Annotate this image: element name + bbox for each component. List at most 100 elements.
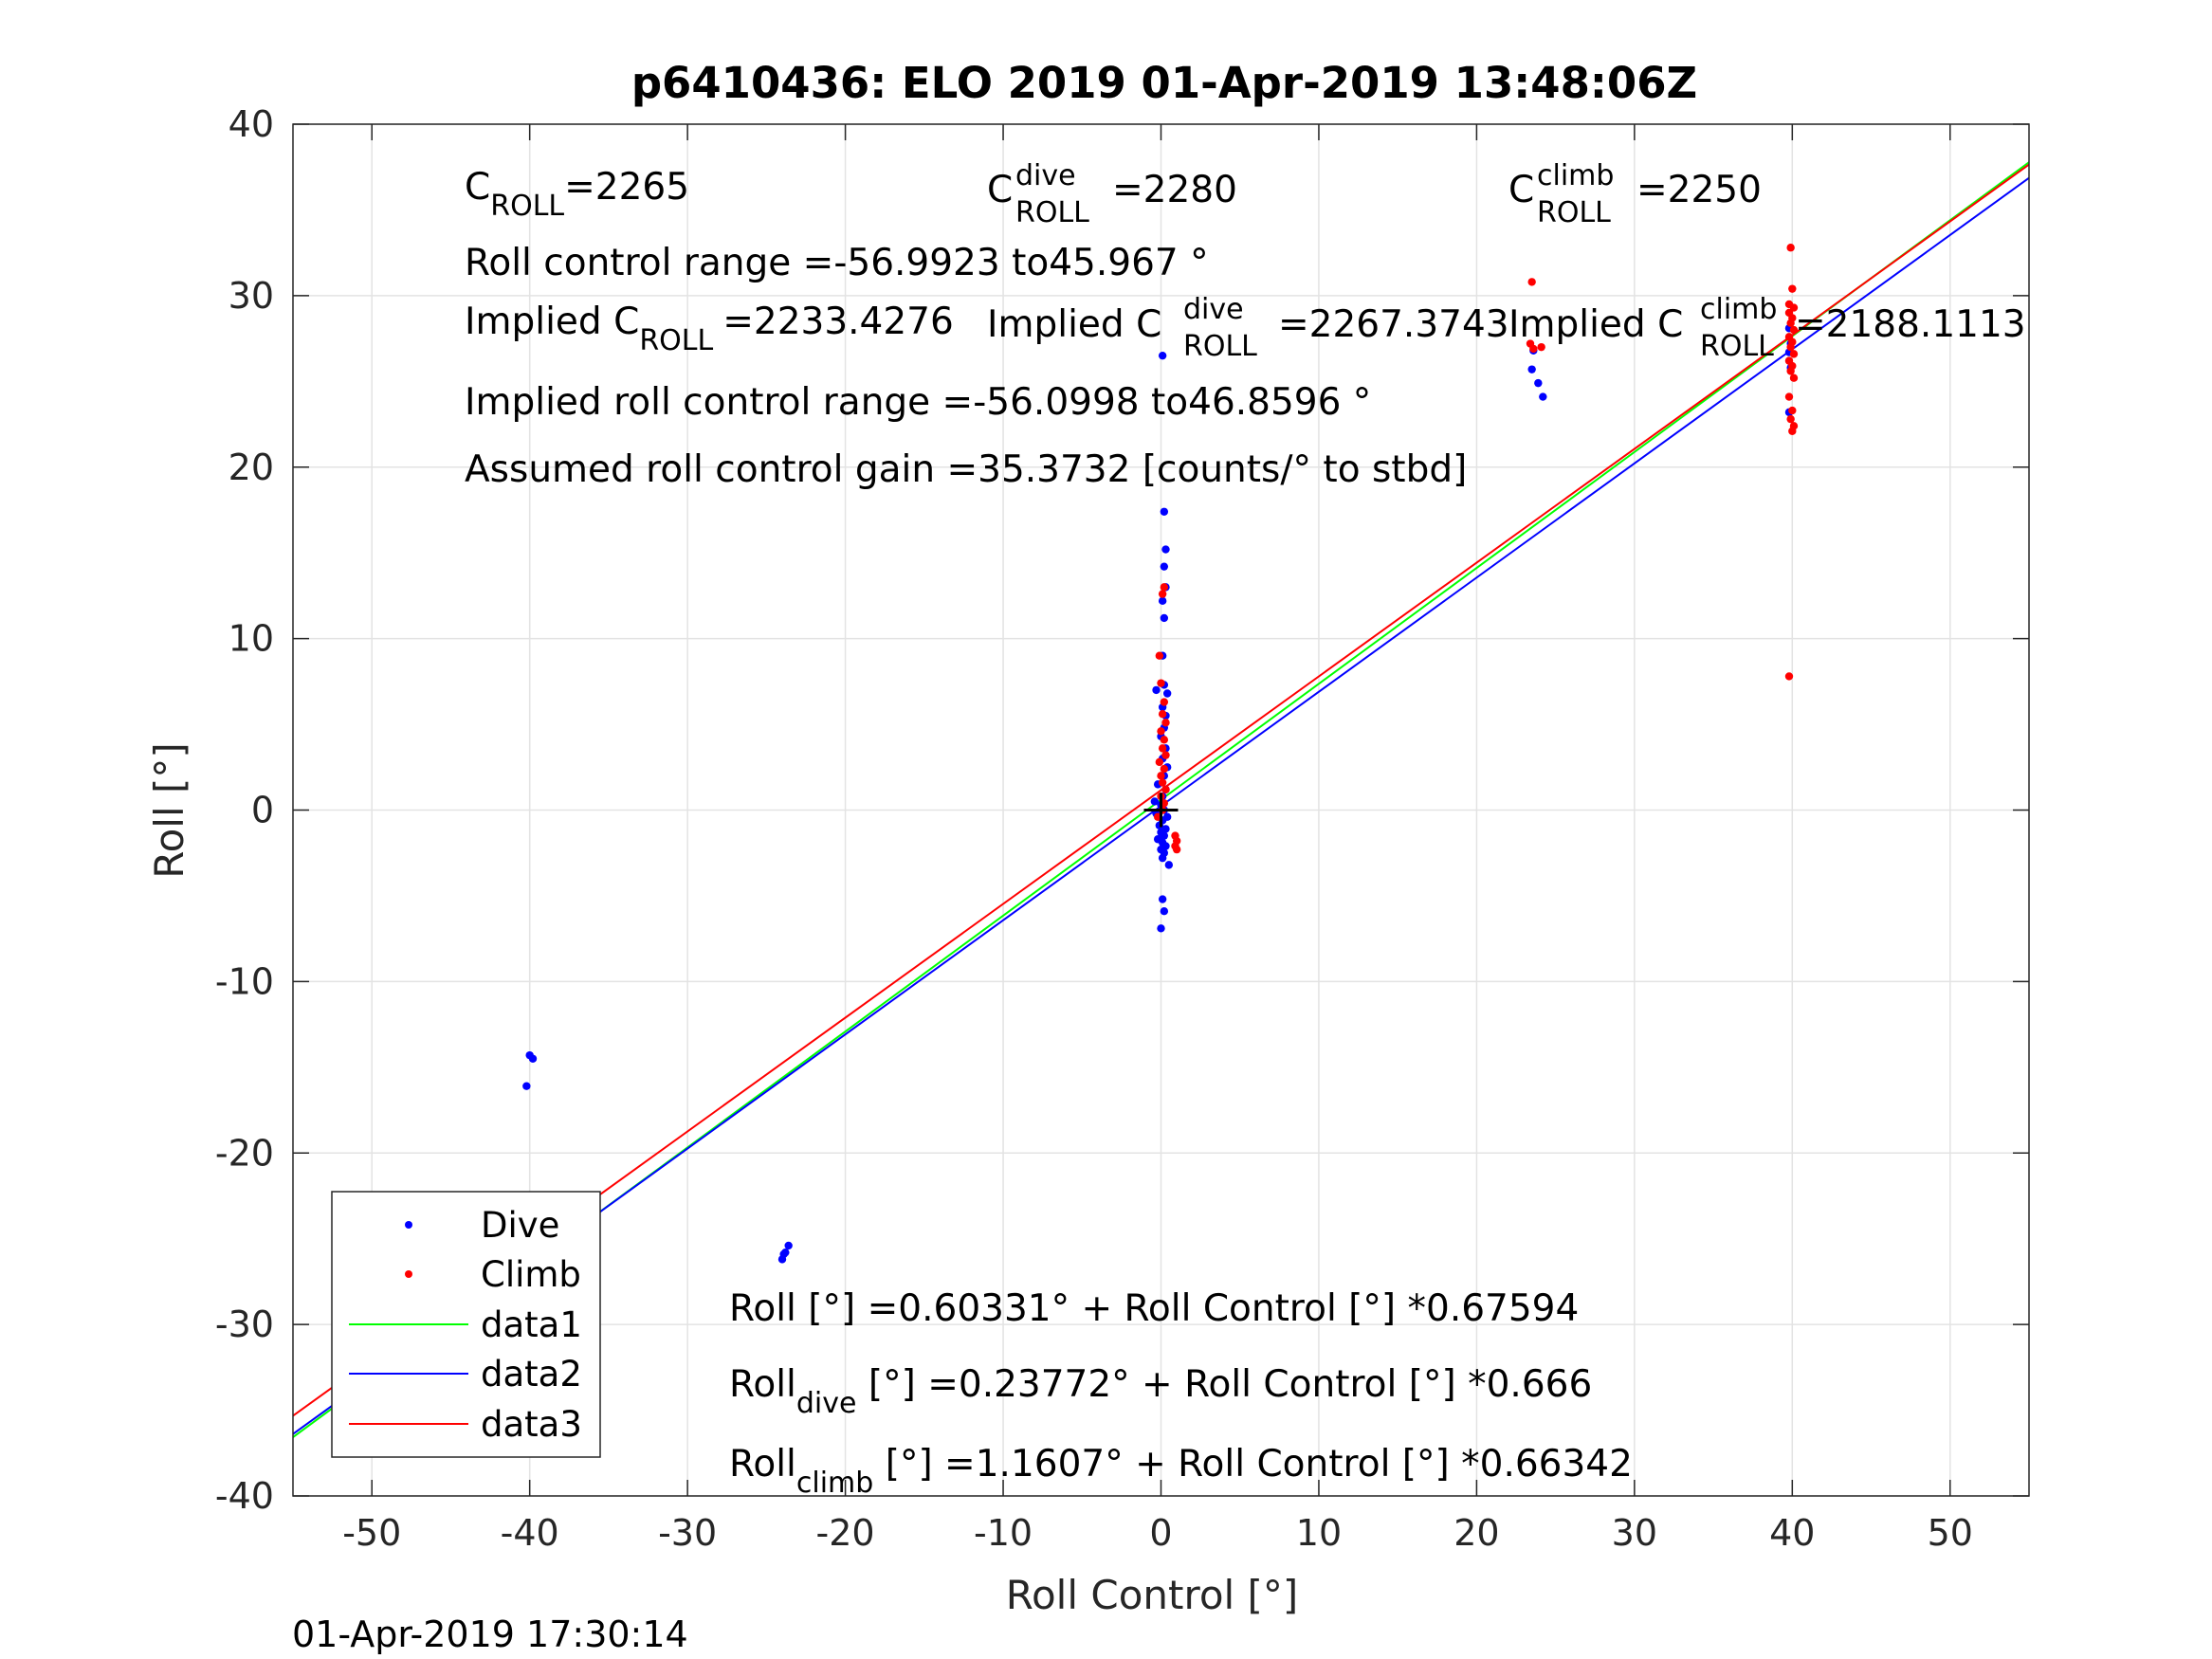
point-climb — [1784, 672, 1794, 681]
point-climb — [1157, 679, 1165, 687]
point-climb — [1158, 744, 1167, 753]
point-dive — [522, 1082, 531, 1090]
legend-label-data1: data1 — [481, 1304, 582, 1345]
svg-text:=2280: =2280 — [1112, 169, 1237, 211]
point-climb — [1786, 414, 1795, 424]
c-roll-annotation: CROLL=2265 — [465, 166, 689, 223]
point-climb — [1786, 367, 1795, 375]
svg-text:ROLL: ROLL — [1183, 330, 1257, 363]
roll-control-range-annotation: Roll control range =-56.9923 to45.967 ° — [465, 242, 1209, 284]
point-dive — [1534, 378, 1543, 388]
point-climb — [1786, 319, 1795, 328]
legend-swatch-dive — [405, 1221, 412, 1229]
point-dive — [1160, 562, 1169, 571]
point-climb — [1158, 710, 1167, 719]
point-climb — [1789, 303, 1799, 312]
data-points — [521, 244, 1799, 1296]
point-dive — [1158, 895, 1167, 903]
x-tick-label: 20 — [1453, 1512, 1499, 1554]
svg-text:ROLL: ROLL — [1015, 196, 1089, 229]
y-tick-label: -20 — [215, 1132, 274, 1174]
x-tick-label: -50 — [342, 1512, 401, 1554]
y-tick-label: 10 — [229, 618, 274, 660]
fit-dive-equation: Rolldive [°] =0.23772° + Roll Control [°… — [729, 1363, 1592, 1420]
assumed-gain-annotation: Assumed roll control gain =35.3732 [coun… — [465, 448, 1467, 491]
point-dive — [1160, 507, 1169, 516]
fit-climb-equation: Rollclimb [°] =1.1607° + Roll Control [°… — [729, 1443, 1633, 1500]
point-climb — [1157, 772, 1165, 780]
point-climb — [1784, 392, 1794, 401]
svg-text:climb: climb — [1537, 159, 1614, 192]
legend-label-climb: Climb — [481, 1254, 581, 1295]
x-tick-label: 40 — [1769, 1512, 1815, 1554]
svg-text:C: C — [1508, 169, 1534, 211]
implied-c-roll-climb-annotation: Implied C climb ROLL =2188.1113 — [1508, 293, 2026, 363]
point-dive — [1160, 907, 1169, 916]
x-tick-label: -30 — [658, 1512, 717, 1554]
x-axis-label: Roll Control [°] — [1006, 1572, 1299, 1618]
svg-text:dive: dive — [1015, 159, 1076, 192]
point-dive — [779, 1249, 788, 1259]
y-tick-label: -40 — [215, 1475, 274, 1517]
point-climb — [1788, 284, 1797, 293]
chart-title: p6410436: ELO 2019 01-Apr-2019 13:48:06Z — [631, 58, 1697, 108]
point-climb — [1161, 719, 1170, 727]
legend-label-data3: data3 — [481, 1404, 582, 1445]
y-tick-label: 30 — [229, 275, 274, 317]
svg-text:=2267.3743: =2267.3743 — [1278, 303, 1509, 346]
point-dive — [1158, 596, 1167, 606]
point-climb — [1527, 278, 1536, 286]
x-tick-label: -20 — [816, 1512, 875, 1554]
point-climb — [1160, 764, 1169, 774]
y-tick-label: -10 — [215, 960, 274, 1002]
legend-swatch-climb — [405, 1270, 412, 1278]
point-climb — [1786, 244, 1795, 252]
point-climb — [1786, 342, 1795, 352]
point-climb — [1155, 651, 1164, 660]
svg-text:Implied C: Implied C — [1508, 303, 1683, 346]
point-dive — [1158, 853, 1167, 863]
point-dive — [1160, 613, 1169, 623]
svg-text:dive: dive — [1183, 293, 1244, 326]
point-climb — [1160, 583, 1169, 592]
point-climb — [1161, 785, 1170, 793]
point-climb — [1537, 342, 1545, 352]
c-roll-dive-annotation: C dive ROLL =2280 — [987, 159, 1237, 229]
point-climb — [1529, 344, 1538, 354]
point-climb — [1788, 427, 1797, 435]
y-tick-label: 0 — [251, 790, 274, 831]
point-climb — [1157, 727, 1165, 736]
x-tick-label: -40 — [501, 1512, 559, 1554]
svg-text:=2250: =2250 — [1636, 169, 1762, 211]
point-climb — [1160, 698, 1169, 706]
implied-roll-control-range-annotation: Implied roll control range =-56.0998 to4… — [465, 381, 1371, 424]
point-climb — [1789, 325, 1799, 335]
svg-text:ROLL: ROLL — [1537, 196, 1611, 229]
x-tick-label: -10 — [974, 1512, 1033, 1554]
point-climb — [1172, 845, 1181, 854]
point-climb — [1155, 757, 1164, 767]
point-dive — [1164, 861, 1174, 869]
point-dive — [1157, 924, 1165, 933]
point-dive — [1158, 351, 1167, 360]
x-tick-label: 50 — [1928, 1512, 1973, 1554]
y-axis-label: Roll [°] — [146, 742, 192, 878]
point-dive — [1527, 365, 1536, 374]
x-tick-label: 0 — [1149, 1512, 1172, 1554]
point-climb — [1160, 736, 1169, 744]
y-tick-label: 20 — [229, 447, 274, 488]
point-dive — [1539, 392, 1547, 401]
point-climb — [1158, 778, 1167, 787]
point-climb — [1158, 590, 1167, 598]
legend-label-dive: Dive — [481, 1205, 559, 1246]
point-climb — [1161, 751, 1170, 759]
implied-c-roll-dive-annotation: Implied C dive ROLL =2267.3743 — [987, 293, 1509, 363]
point-dive — [1152, 685, 1161, 695]
y-tick-label: -30 — [215, 1304, 274, 1345]
svg-text:climb: climb — [1700, 293, 1777, 326]
x-tick-label: 10 — [1296, 1512, 1342, 1554]
c-roll-climb-annotation: C climb ROLL =2250 — [1508, 159, 1762, 229]
x-tick-label: 30 — [1612, 1512, 1657, 1554]
implied-c-roll-annotation: Implied CROLL =2233.4276 — [465, 301, 954, 357]
